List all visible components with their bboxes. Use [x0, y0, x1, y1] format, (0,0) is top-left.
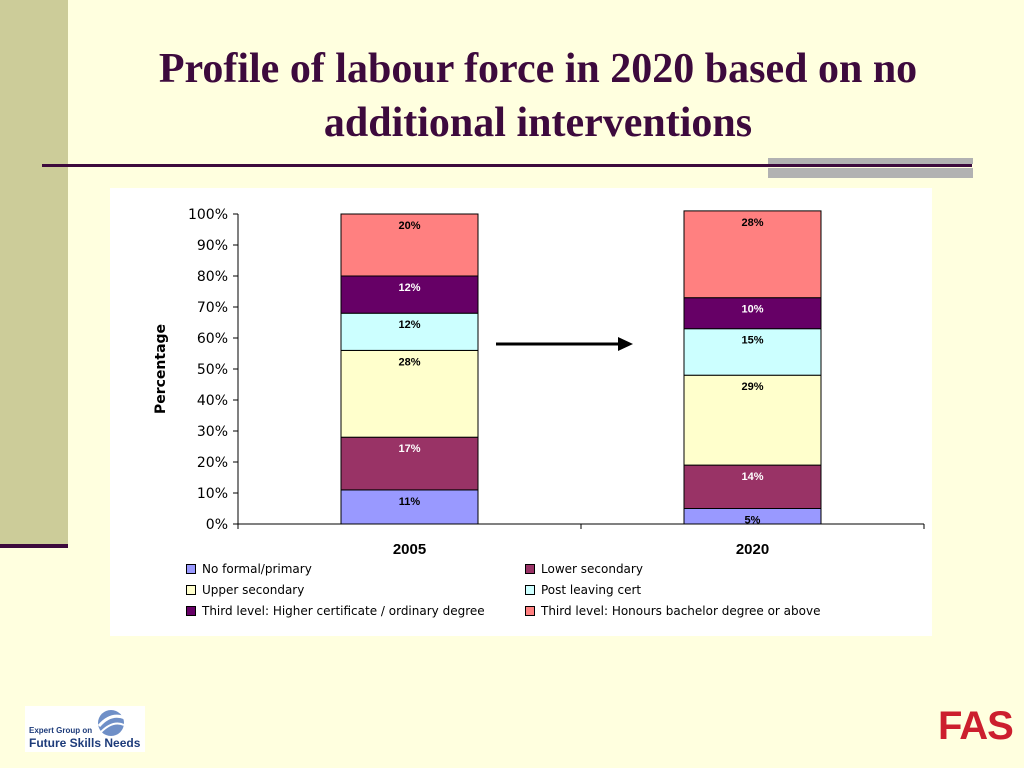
legend-label: Lower secondary	[541, 562, 643, 576]
bar-segment	[683, 210, 822, 299]
legend-item: Lower secondary	[525, 562, 643, 576]
bar-segment	[340, 275, 479, 314]
fas-logo: FAS	[938, 704, 1014, 749]
fas-logo-text: FAS	[938, 704, 1014, 748]
legend-swatch	[525, 564, 535, 574]
data-label: 12%	[398, 319, 420, 331]
side-accent-line	[0, 544, 68, 548]
y-tick-label: 70%	[197, 300, 228, 316]
legend-label: Third level: Honours bachelor degree or …	[541, 604, 821, 618]
title-divider	[42, 164, 972, 167]
data-label: 29%	[741, 381, 763, 393]
data-label: 5%	[745, 515, 761, 527]
y-tick-label: 100%	[188, 207, 228, 223]
legend-swatch	[186, 564, 196, 574]
data-label: 15%	[741, 335, 763, 347]
data-label: 28%	[741, 217, 763, 229]
legend-label: Upper secondary	[202, 583, 305, 597]
legend-swatch	[525, 585, 535, 595]
data-label: 11%	[399, 496, 421, 508]
y-tick-label: 60%	[197, 331, 228, 347]
legend-item: Upper secondary	[186, 583, 304, 597]
data-label: 10%	[741, 304, 763, 316]
legend-item: No formal/primary	[186, 562, 312, 576]
y-axis-title: Percentage	[153, 324, 169, 414]
data-label: 12%	[398, 282, 420, 294]
egfsn-logo-line1: Expert Group on	[29, 726, 93, 735]
globe-icon	[97, 710, 126, 736]
bar-segment	[340, 349, 479, 438]
data-label: 20%	[398, 220, 420, 232]
title-divider-accent-lower	[768, 168, 973, 178]
bar-segment	[683, 297, 822, 330]
legend-label: Post leaving cert	[541, 583, 642, 597]
y-tick-label: 80%	[197, 269, 228, 285]
data-label: 14%	[741, 471, 763, 483]
bar-segment	[683, 328, 822, 376]
bar-segment	[340, 489, 479, 525]
slide-title: Profile of labour force in 2020 based on…	[158, 46, 918, 146]
stacked-bar-chart: 0% 10% 20% 30% 40% 50% 60% 70% 80% 90% 100% Percent…	[153, 207, 925, 558]
chart-panel: 0% 10% 20% 30% 40% 50% 60% 70% 80% 90% 100% Percent…	[110, 188, 932, 636]
title-divider-accent	[768, 158, 973, 164]
bar-segment	[340, 312, 479, 351]
egfsn-logo: Expert Group on Future Skills Needs	[25, 706, 145, 752]
legend-item: Third level: Honours bachelor degree or …	[525, 604, 820, 618]
side-accent-bar	[0, 0, 68, 545]
egfsn-logo-line2: Future Skills Needs	[29, 736, 141, 750]
y-tick-label: 40%	[197, 393, 228, 409]
bar-segment	[340, 213, 479, 277]
y-tick-label: 20%	[197, 455, 228, 471]
legend-item: Post leaving cert	[525, 583, 641, 597]
legend-label: No formal/primary	[202, 562, 312, 576]
legend-swatch	[525, 606, 535, 616]
legend-swatch	[186, 606, 196, 616]
trend-arrow-head	[618, 337, 633, 351]
y-tick-label: 50%	[197, 362, 228, 378]
x-tick-label: 2005	[393, 541, 426, 558]
legend-item: Third level: Higher certificate / ordina…	[186, 604, 485, 618]
x-tick-label: 2020	[736, 541, 769, 558]
legend-swatch	[186, 585, 196, 595]
legend-label: Third level: Higher certificate / ordina…	[202, 604, 485, 618]
y-tick-label: 10%	[197, 486, 228, 502]
y-tick-label: 90%	[197, 238, 228, 254]
data-label: 17%	[398, 443, 420, 455]
bar-segment	[683, 374, 822, 466]
data-label: 28%	[398, 356, 420, 368]
y-tick-label: 30%	[197, 424, 228, 440]
y-tick-label: 0%	[206, 517, 228, 533]
bar-segment	[683, 464, 822, 510]
